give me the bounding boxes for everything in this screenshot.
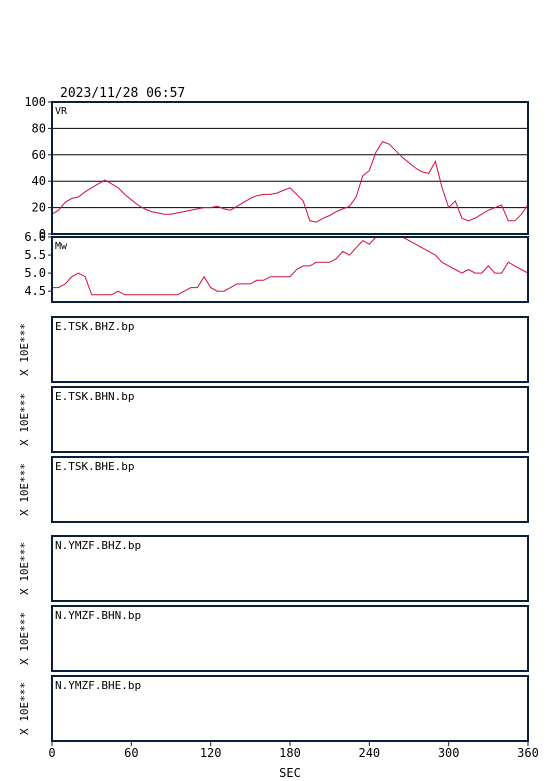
y-tick-label: 60	[32, 148, 46, 162]
x-tick-label: 0	[48, 746, 55, 760]
trace-label: N.YMZF.BHE.bp	[55, 679, 141, 692]
panel-frame	[51, 236, 529, 303]
x-tick-label: 120	[200, 746, 222, 760]
x-tick-label: 360	[517, 746, 539, 760]
y-tick-label: 0	[39, 227, 46, 241]
trace-frame	[51, 316, 529, 383]
trace-frame	[51, 386, 529, 453]
trace-label: N.YMZF.BHZ.bp	[55, 539, 141, 552]
trace-scale-label: X 10E***	[18, 542, 31, 595]
y-tick-label: 5.5	[24, 248, 46, 262]
series-line	[51, 140, 529, 223]
y-tick-label: 6.0	[24, 230, 46, 244]
x-tick-label: 180	[279, 746, 301, 760]
trace-scale-label: X 10E***	[18, 323, 31, 376]
y-tick-label: 40	[32, 174, 46, 188]
y-tick-label: 20	[32, 201, 46, 215]
panel-label: Mw	[55, 241, 68, 252]
trace-label: N.YMZF.BHN.bp	[55, 609, 141, 622]
x-tick-label: 300	[438, 746, 460, 760]
trace-frame	[51, 605, 529, 672]
x-axis-label: SEC	[279, 766, 301, 780]
trace-scale-label: X 10E***	[18, 612, 31, 665]
trace-label: E.TSK.BHE.bp	[55, 460, 134, 473]
trace-scale-label: X 10E***	[18, 682, 31, 735]
y-tick-label: 5.0	[24, 266, 46, 280]
x-tick-label: 240	[358, 746, 380, 760]
timestamp: 2023/11/28 06:57	[60, 86, 186, 101]
y-tick-label: 4.5	[24, 284, 46, 298]
trace-scale-label: X 10E***	[18, 463, 31, 516]
panel-frame	[51, 101, 529, 235]
trace-label: E.TSK.BHN.bp	[55, 390, 134, 403]
trace-frame	[51, 456, 529, 523]
trace-label: E.TSK.BHZ.bp	[55, 320, 134, 333]
trace-scale-label: X 10E***	[18, 393, 31, 446]
y-tick-label: 80	[32, 121, 46, 135]
x-tick-label: 60	[124, 746, 138, 760]
y-tick-label: 100	[24, 95, 46, 109]
trace-frame	[51, 535, 529, 602]
series-line	[52, 236, 529, 296]
panel-label: VR	[55, 106, 68, 117]
